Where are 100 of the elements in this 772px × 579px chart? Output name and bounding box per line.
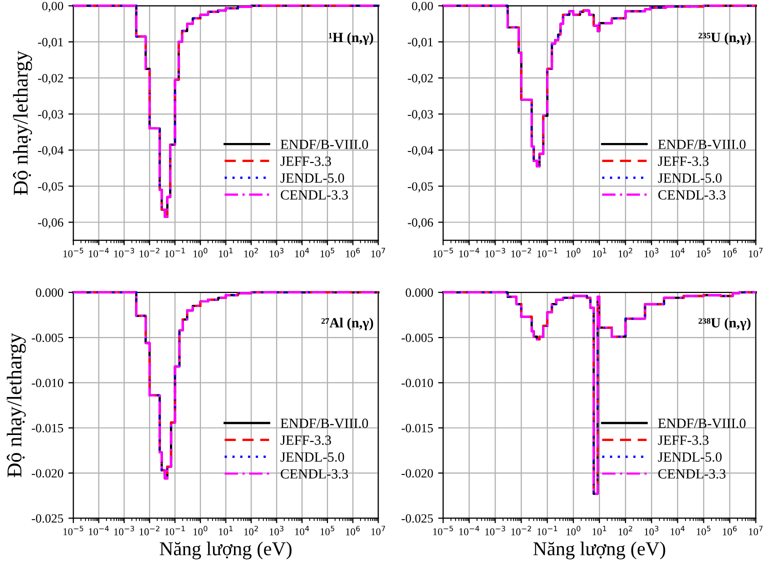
- y-tick-label: 0.000: [406, 288, 433, 297]
- y-tick-label: -0,05: [408, 182, 433, 192]
- y-axis-title: Độ nhạy/lethargy: [6, 332, 26, 478]
- legend-label: CENDL-3.3: [658, 469, 726, 479]
- y-tick-label: -0,06: [408, 218, 434, 229]
- x-tick-label: 10$^{−4}$: [459, 526, 480, 536]
- y-tick-label: -0,03: [408, 110, 433, 120]
- x-tick-label: 10$^{0}$: [194, 526, 208, 536]
- annotation: ¹H (n,γ): [328, 32, 374, 45]
- x-tick-label: 10$^{1}$: [218, 526, 233, 536]
- x-tick-label: 10$^{6}$: [722, 248, 737, 258]
- y-tick-label: -0,04: [408, 146, 434, 156]
- legend-label: JEFF-3.3: [658, 436, 709, 445]
- x-tick-label: 10$^{−4}$: [459, 248, 480, 258]
- x-tick-label: 10$^{5}$: [320, 248, 334, 258]
- legend-label: ENDF/B-VIII.0: [658, 418, 746, 428]
- y-tick-label: 0,00: [42, 2, 64, 12]
- x-tick-label: 10$^{−4}$: [88, 248, 109, 258]
- y-tick-label: -0.015: [32, 424, 64, 432]
- y-tick-label: -0,02: [38, 74, 63, 84]
- x-tick-label: 10$^{0}$: [566, 526, 580, 536]
- x-tick-label: 10$^{4}$: [295, 526, 310, 536]
- x-tick-label: 10$^{4}$: [295, 248, 310, 258]
- x-tick-label: 10$^{−3}$: [114, 526, 134, 536]
- legend-label: JENDL-5.0: [280, 452, 344, 462]
- x-tick-label: 10$^{3}$: [270, 526, 284, 536]
- x-tick-label: 10$^{6}$: [722, 526, 737, 536]
- x-axis-title: Năng lượng (eV): [533, 542, 666, 560]
- x-tick-label: 10$^{5}$: [696, 526, 710, 536]
- y-tick-label: -0.025: [32, 514, 64, 523]
- annotation: ²³⁵U (n,γ): [698, 32, 750, 45]
- legend-label: ENDF/B-VIII.0: [280, 418, 368, 428]
- legend-label: JEFF-3.3: [280, 156, 332, 166]
- x-tick-label: 10$^{4}$: [670, 248, 685, 258]
- x-tick-label: 10$^{−3}$: [114, 248, 134, 258]
- x-tick-label: 10$^{−2}$: [140, 526, 160, 536]
- legend-label: CENDL-3.3: [658, 190, 726, 200]
- y-tick-label: -0.015: [402, 424, 433, 432]
- x-tick-label: 10$^{2}$: [244, 526, 258, 536]
- x-tick-label: 10$^{−2}$: [511, 248, 532, 258]
- x-tick-label: 10$^{0}$: [194, 248, 208, 258]
- x-tick-label: 10$^{7}$: [371, 248, 386, 258]
- x-tick-label: 10$^{1}$: [592, 526, 606, 536]
- y-tick-label: -0.005: [32, 334, 64, 342]
- x-tick-label: 10$^{3}$: [270, 248, 284, 258]
- x-tick-label: 10$^{−4}$: [88, 526, 109, 536]
- x-tick-label: 10$^{−2}$: [140, 248, 160, 258]
- x-tick-label: 10$^{5}$: [696, 248, 710, 258]
- annotation: ²³⁸U (n,γ): [698, 318, 750, 330]
- x-tick-label: 10$^{−3}$: [485, 526, 506, 536]
- x-tick-label: 10$^{−1}$: [165, 248, 185, 258]
- x-tick-label: 10$^{4}$: [670, 526, 685, 536]
- x-tick-label: 10$^{6}$: [346, 248, 360, 258]
- y-tick-label: -0,02: [408, 74, 433, 84]
- x-tick-label: 10$^{6}$: [346, 526, 360, 536]
- x-tick-label: 10$^{−1}$: [537, 526, 558, 536]
- y-tick-label: 0,00: [412, 2, 433, 12]
- x-tick-label: 10$^{3}$: [644, 526, 658, 536]
- legend-label: ENDF/B-VIII.0: [280, 140, 368, 150]
- y-tick-label: -0,01: [38, 38, 63, 48]
- x-tick-label: 10$^{7}$: [748, 248, 763, 258]
- legend-label: JEFF-3.3: [658, 156, 709, 166]
- legend-label: JENDL-5.0: [658, 452, 722, 462]
- x-tick-label: 10$^{−5}$: [433, 526, 453, 536]
- x-tick-label: 10$^{−1}$: [165, 526, 185, 536]
- x-tick-label: 10$^{0}$: [566, 248, 580, 258]
- y-tick-label: -0.025: [402, 514, 433, 523]
- y-tick-label: -0,03: [38, 110, 64, 120]
- y-tick-label: -0.020: [402, 469, 433, 478]
- y-tick-label: -0,06: [38, 218, 64, 229]
- legend-label: CENDL-3.3: [280, 469, 348, 479]
- x-tick-label: 10$^{2}$: [244, 248, 258, 258]
- x-tick-label: 10$^{−3}$: [485, 248, 506, 258]
- y-tick-label: -0.010: [32, 378, 64, 388]
- x-tick-label: 10$^{2}$: [618, 526, 632, 536]
- x-tick-label: 10$^{5}$: [320, 526, 334, 536]
- x-tick-label: 10$^{3}$: [644, 248, 658, 258]
- x-tick-label: 10$^{−1}$: [537, 248, 558, 258]
- y-tick-label: -0,05: [38, 182, 64, 192]
- legend-label: ENDF/B-VIII.0: [658, 140, 746, 150]
- y-tick-label: -0,01: [408, 38, 433, 48]
- legend-label: CENDL-3.3: [280, 190, 348, 200]
- x-tick-label: 10$^{−5}$: [433, 248, 453, 258]
- x-tick-label: 10$^{1}$: [592, 248, 606, 258]
- x-tick-label: 10$^{1}$: [218, 248, 233, 258]
- y-tick-label: -0,04: [38, 146, 64, 156]
- legend-label: JENDL-5.0: [658, 173, 722, 183]
- legend-label: JEFF-3.3: [280, 436, 332, 445]
- x-axis-title: Năng lượng (eV): [160, 542, 292, 560]
- x-tick-label: 10$^{7}$: [371, 526, 386, 536]
- y-tick-label: -0.005: [402, 334, 433, 342]
- x-tick-label: 10$^{−5}$: [63, 248, 84, 258]
- y-axis-title: Độ nhạy/lethargy: [13, 50, 32, 195]
- y-tick-label: -0.020: [32, 469, 64, 478]
- annotation: ²⁷Al (n,γ): [321, 318, 374, 330]
- x-tick-label: 10$^{−2}$: [511, 526, 532, 536]
- x-tick-label: 10$^{7}$: [748, 526, 763, 536]
- y-tick-label: 0.000: [36, 288, 64, 297]
- legend-label: JENDL-5.0: [280, 173, 344, 183]
- x-tick-label: 10$^{2}$: [618, 248, 632, 258]
